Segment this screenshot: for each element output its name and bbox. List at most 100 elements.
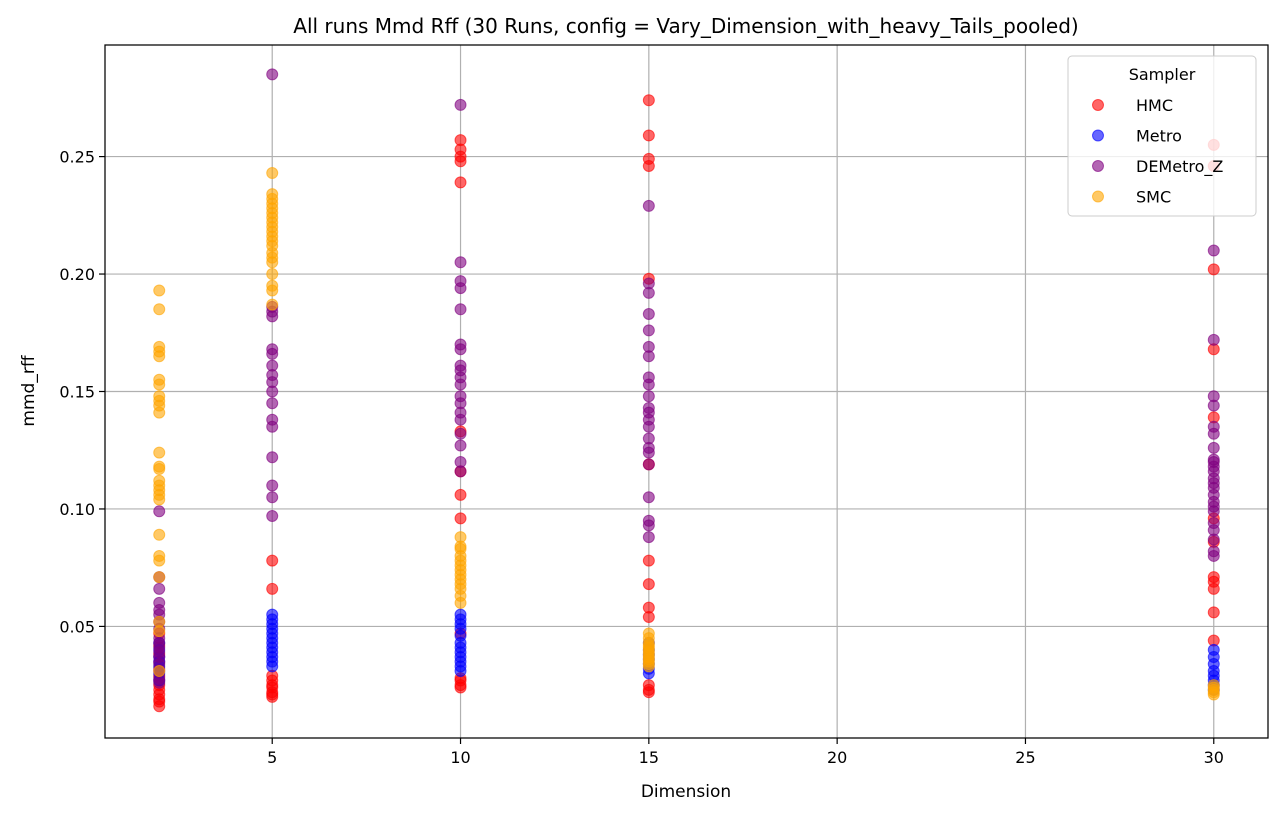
data-point	[266, 491, 279, 504]
data-point	[642, 679, 655, 692]
data-point	[1207, 441, 1220, 454]
data-point	[642, 129, 655, 142]
y-tick-label: 0.15	[59, 383, 95, 402]
x-axis-label: Dimension	[641, 782, 731, 802]
data-point	[642, 401, 655, 414]
axis-ticks: 5 10 15 20 25 30 0.05 0.10 0.15 0.20 0.25	[59, 148, 1224, 767]
data-point	[1207, 517, 1220, 530]
data-point	[642, 578, 655, 591]
data-point	[454, 608, 467, 621]
legend-marker	[1092, 190, 1104, 203]
data-point	[642, 601, 655, 614]
data-point	[1207, 263, 1220, 276]
data-point	[642, 94, 655, 107]
data-point	[266, 279, 279, 292]
data-point	[266, 68, 279, 81]
data-point	[454, 390, 467, 403]
data-point	[642, 371, 655, 384]
legend-marker	[1092, 160, 1104, 172]
data-point	[642, 432, 655, 445]
data-point	[454, 338, 467, 351]
data-point	[153, 665, 166, 678]
x-tick-label: 25	[1015, 748, 1035, 767]
legend-label: SMC	[1136, 188, 1171, 207]
data-point	[454, 303, 467, 316]
y-tick-label: 0.20	[59, 265, 95, 284]
y-tick-label: 0.25	[59, 148, 95, 167]
data-point	[1207, 606, 1220, 619]
data-point	[266, 479, 279, 492]
data-point	[266, 359, 279, 372]
data-point	[266, 413, 279, 426]
data-point	[454, 134, 467, 147]
data-point	[1207, 679, 1220, 692]
data-point	[454, 531, 467, 544]
data-point	[642, 390, 655, 403]
chart-title: All runs Mmd Rff (30 Runs, config = Vary…	[293, 14, 1078, 38]
data-point	[642, 554, 655, 567]
data-point	[153, 390, 166, 403]
data-point	[1207, 333, 1220, 346]
data-point	[454, 359, 467, 372]
data-point	[266, 343, 279, 356]
data-point	[153, 528, 166, 541]
data-point	[1207, 244, 1220, 257]
legend-box	[1067, 55, 1257, 217]
data-point	[266, 268, 279, 281]
data-point	[642, 152, 655, 165]
x-tick-label: 10	[450, 748, 470, 767]
data-point	[454, 98, 467, 111]
data-point	[266, 451, 279, 464]
data-point	[153, 571, 166, 584]
data-point	[642, 458, 655, 471]
data-points	[153, 68, 1220, 713]
data-point	[153, 373, 166, 386]
data-point	[153, 446, 166, 459]
data-point	[266, 554, 279, 567]
data-point	[642, 324, 655, 337]
legend-marker	[1092, 99, 1104, 111]
data-point	[153, 596, 166, 609]
data-point	[153, 549, 166, 562]
data-point	[1207, 390, 1220, 403]
data-point	[454, 275, 467, 288]
data-point	[642, 627, 655, 640]
data-point	[153, 505, 166, 518]
x-tick-label: 15	[639, 748, 659, 767]
data-point	[454, 455, 467, 468]
data-point	[454, 176, 467, 189]
legend-entries: HMC Metro DEMetro_Z SMC	[1092, 96, 1223, 207]
data-point	[642, 307, 655, 320]
data-point	[153, 284, 166, 297]
data-point	[153, 460, 166, 473]
legend: Sampler HMC Metro DEMetro_Z SMC	[1067, 55, 1257, 217]
legend-label: Metro	[1136, 127, 1182, 146]
data-point	[153, 303, 166, 316]
data-point	[454, 439, 467, 452]
data-point	[642, 531, 655, 544]
data-point	[1207, 420, 1220, 433]
legend-marker	[1092, 129, 1104, 142]
data-point	[454, 488, 467, 501]
legend-title: Sampler	[1129, 65, 1196, 84]
data-point	[1207, 643, 1220, 656]
data-point	[266, 397, 279, 410]
data-point	[153, 615, 166, 628]
data-point	[642, 199, 655, 212]
data-point	[1207, 571, 1220, 584]
data-point	[266, 188, 279, 201]
data-point	[266, 608, 279, 621]
y-tick-label: 0.05	[59, 617, 95, 636]
legend-label: HMC	[1136, 96, 1173, 115]
data-point	[454, 512, 467, 525]
data-point	[454, 256, 467, 269]
data-point	[266, 582, 279, 595]
y-axis-label: mmd_rff	[19, 354, 39, 426]
series-smc	[153, 167, 1220, 701]
data-point	[454, 427, 467, 440]
y-tick-label: 0.10	[59, 500, 95, 519]
legend-label: DEMetro_Z	[1136, 157, 1223, 177]
data-point	[153, 474, 166, 487]
data-point	[1207, 545, 1220, 558]
